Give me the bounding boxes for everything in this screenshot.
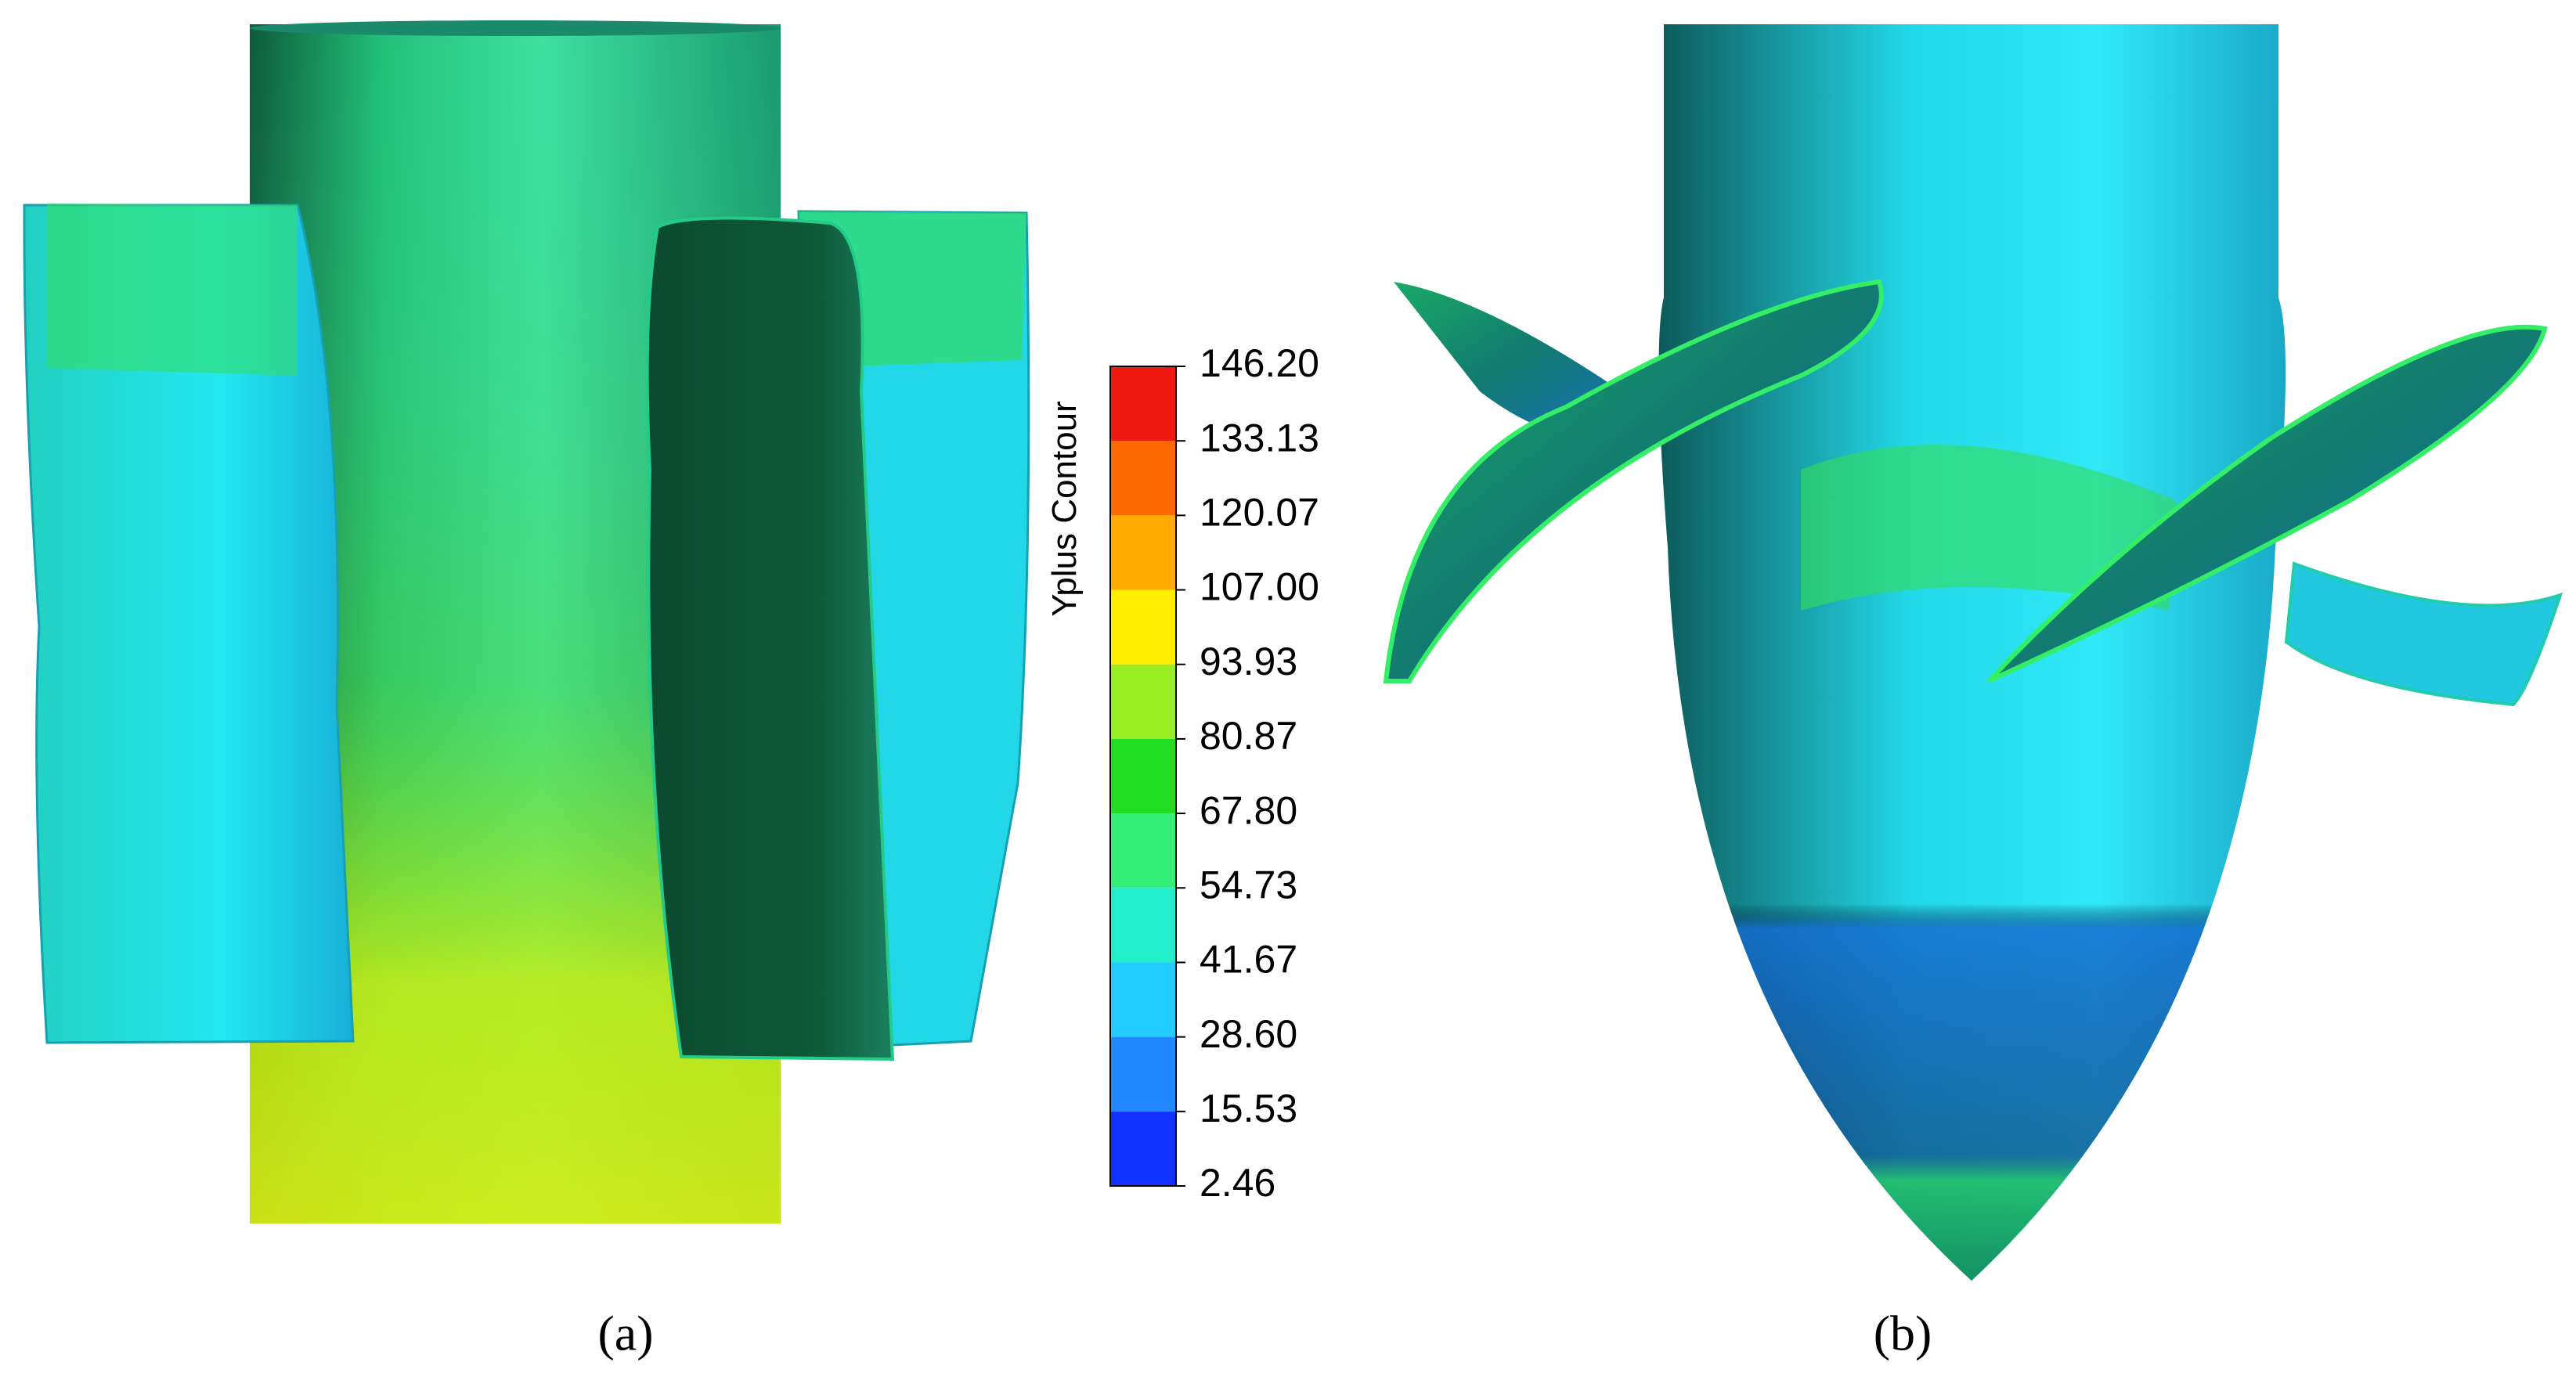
tick-label: 2.46 (1200, 1161, 1275, 1205)
tick-label: 67.80 (1200, 788, 1297, 832)
hub-band (1801, 445, 2177, 611)
color-band (1110, 441, 1176, 516)
tick-label: 80.87 (1200, 714, 1297, 758)
color-band (1110, 738, 1176, 814)
panel-b-render (1383, 24, 2563, 1281)
color-band (1110, 664, 1176, 739)
panel-a-render (23, 20, 1030, 1224)
panel-label: (a) (597, 1306, 653, 1361)
tick-label: 41.67 (1200, 938, 1297, 982)
blade-back-right (2284, 561, 2563, 707)
color-band (1110, 888, 1176, 963)
tick-label: 15.53 (1200, 1087, 1297, 1130)
color-band (1110, 1036, 1176, 1112)
color-band (1110, 515, 1176, 590)
blade-front-right (1986, 324, 2548, 683)
blade-front-left (1383, 279, 1884, 683)
color-band (1110, 589, 1176, 665)
color-band (1110, 1111, 1176, 1186)
colorbar: 146.20 133.13 120.07 107.00 93.93 80.87 67.80 5… (1109, 341, 1319, 1205)
color-band (1110, 962, 1176, 1037)
hub-shading (1658, 24, 2286, 1281)
tick-label: 120.07 (1200, 491, 1319, 535)
colorbar-frame (1109, 366, 1177, 1187)
color-band (1110, 366, 1176, 442)
blade-right (645, 216, 895, 1061)
shaft-top (250, 20, 781, 36)
panel-label: (b) (1874, 1306, 1932, 1361)
color-band (1110, 813, 1176, 888)
tick-label: 133.13 (1200, 416, 1319, 460)
tick-label: 93.93 (1200, 640, 1297, 683)
blade-left (23, 204, 355, 1044)
tick-label: 107.00 (1200, 565, 1319, 609)
tick-label: 146.20 (1200, 341, 1319, 385)
tick-label: 28.60 (1200, 1012, 1297, 1056)
colorbar-title: Yplus Contour (1045, 401, 1084, 617)
blade-left-band (47, 204, 298, 376)
tick-label: 54.73 (1200, 863, 1297, 906)
